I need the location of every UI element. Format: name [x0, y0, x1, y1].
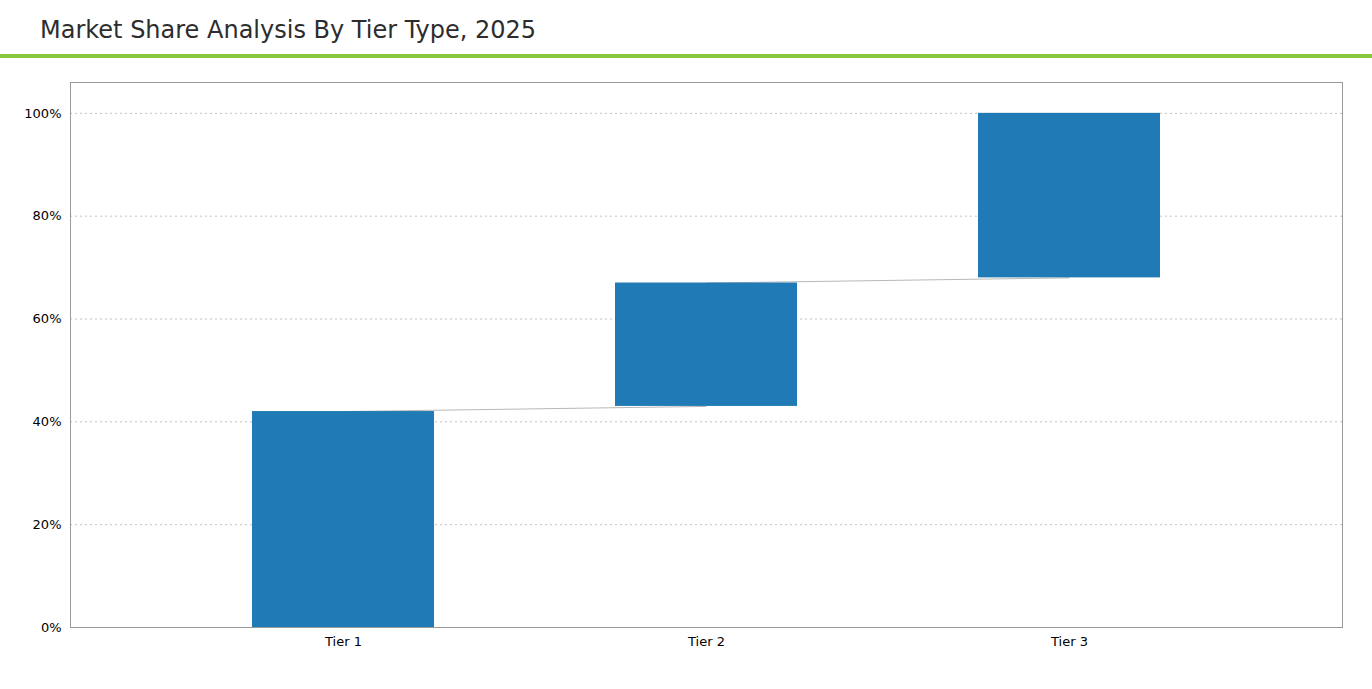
svg-text:20%: 20% [33, 517, 62, 532]
svg-text:Tier 1: Tier 1 [324, 634, 362, 649]
svg-text:40%: 40% [33, 414, 62, 429]
svg-text:Tier 3: Tier 3 [1050, 634, 1088, 649]
svg-text:80%: 80% [33, 208, 62, 223]
svg-text:100%: 100% [24, 106, 61, 121]
svg-text:Tier 2: Tier 2 [687, 634, 725, 649]
html-text:Market Share Analysis By Tier: Market Share Analysis By Tier Type, 2025 [40, 16, 537, 44]
svg-text:60%: 60% [33, 311, 62, 326]
svg-text:0%: 0% [41, 620, 62, 635]
